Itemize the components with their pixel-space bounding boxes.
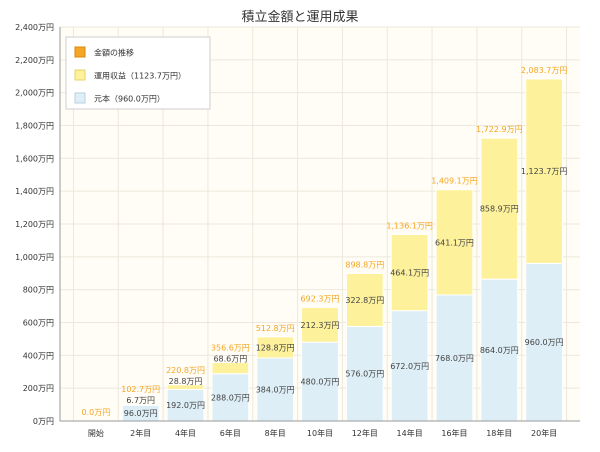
y-tick-label: 1,200万円 — [15, 220, 54, 229]
data-label-return: 68.6万円 — [213, 354, 247, 363]
total-label: 356.6万円 — [211, 343, 250, 352]
legend-swatch — [74, 92, 86, 104]
bar-return — [166, 384, 205, 390]
data-label-return: 641.1万円 — [435, 238, 474, 247]
label-layer: 96.0万円 192.0万円 288.0万円 384.0万円 480.0万円 576.0万… — [81, 66, 567, 418]
y-tick-label: 800万円 — [23, 286, 54, 295]
total-label: 2,083.7万円 — [521, 66, 568, 75]
total-label: 692.3万円 — [301, 294, 340, 303]
chart-title: 積立金額と運用成果 — [241, 10, 359, 25]
x-tick-label: 18年目 — [486, 428, 512, 438]
data-label-principal: 96.0万円 — [124, 409, 158, 418]
legend-entry: 元本（960.0万円） — [94, 94, 165, 104]
y-tick-label: 1,600万円 — [15, 154, 54, 163]
x-tick-label: 14年目 — [397, 428, 423, 438]
legend-entry: 運用収益（1123.7万円） — [94, 71, 186, 81]
x-tick-label: 4年目 — [175, 428, 196, 438]
bar-return — [525, 78, 564, 264]
data-label-principal: 576.0万円 — [345, 370, 384, 379]
data-label-return: 28.8万円 — [169, 377, 203, 386]
x-tick-label: 6年目 — [220, 428, 241, 438]
data-label-return: 464.1万円 — [390, 269, 429, 278]
bar-layer — [121, 78, 564, 422]
total-label: 102.7万円 — [121, 385, 160, 394]
legend-entry: 金額の推移 — [94, 48, 134, 58]
x-tick-label: 20年目 — [531, 428, 557, 438]
bar-return — [390, 233, 429, 312]
y-tick-label: 600万円 — [23, 319, 54, 328]
total-label: 0.0万円 — [81, 408, 110, 417]
data-label-principal: 192.0万円 — [166, 401, 205, 410]
y-tick-label: 2,400万円 — [15, 23, 54, 32]
bar-return — [211, 361, 250, 375]
total-label: 220.8万円 — [166, 366, 205, 375]
legend-box — [65, 36, 211, 110]
y-tick-label: 1,400万円 — [15, 187, 54, 196]
total-label: 1,136.1万円 — [386, 221, 433, 230]
y-tick-label: 1,000万円 — [15, 253, 54, 262]
y-tick-label: 200万円 — [23, 384, 54, 393]
y-tick-label: 1,800万円 — [15, 122, 54, 131]
total-label: 512.8万円 — [256, 324, 295, 333]
x-tick-label: 10年目 — [307, 428, 333, 438]
x-tick-label: 2年目 — [130, 428, 151, 438]
total-label: 898.8万円 — [345, 260, 384, 269]
x-tick-label: 開始 — [88, 428, 104, 438]
data-label-return: 212.3万円 — [301, 321, 340, 330]
legend-swatch — [74, 46, 86, 58]
data-label-return: 1,123.7万円 — [521, 167, 568, 176]
data-label-principal: 480.0万円 — [301, 378, 340, 387]
y-tick-label: 400万円 — [23, 351, 54, 360]
x-tick-label: 12年目 — [352, 428, 378, 438]
bar-principal — [435, 294, 474, 422]
bar-return — [121, 403, 160, 406]
data-label-principal: 672.0万円 — [390, 362, 429, 371]
bar-return — [301, 306, 339, 343]
data-label-return: 322.8万円 — [345, 296, 384, 305]
data-label-principal: 960.0万円 — [525, 338, 564, 347]
x-tick-label: 16年目 — [441, 428, 467, 438]
y-tick-label: 0万円 — [33, 417, 54, 426]
legend-swatch — [74, 69, 86, 81]
y-tick-label: 2,000万円 — [15, 89, 54, 98]
bar-return — [480, 137, 519, 280]
bar-return — [256, 336, 295, 359]
data-label-principal: 288.0万円 — [211, 393, 250, 402]
bar-return — [345, 272, 384, 327]
bar-return — [435, 189, 474, 296]
data-label-principal: 864.0万円 — [480, 346, 519, 355]
x-tick-label: 8年目 — [265, 428, 286, 438]
data-label-principal: 768.0万円 — [435, 354, 474, 363]
data-label-return: 6.7万円 — [126, 396, 155, 405]
axis-layer: 0万円 200万円 400万円 600万円 800万円 1,000万円 1,200万円 1,4… — [15, 23, 580, 438]
total-label: 1,409.1万円 — [431, 177, 478, 186]
data-label-principal: 384.0万円 — [256, 385, 295, 394]
data-label-return: 128.8万円 — [256, 343, 295, 352]
data-label-return: 858.9万円 — [480, 205, 519, 214]
bar-principal — [345, 325, 384, 422]
bar-principal — [390, 310, 429, 422]
bar-principal — [480, 278, 519, 422]
total-label: 1,722.9万円 — [476, 125, 523, 134]
y-tick-label: 2,200万円 — [15, 56, 54, 65]
